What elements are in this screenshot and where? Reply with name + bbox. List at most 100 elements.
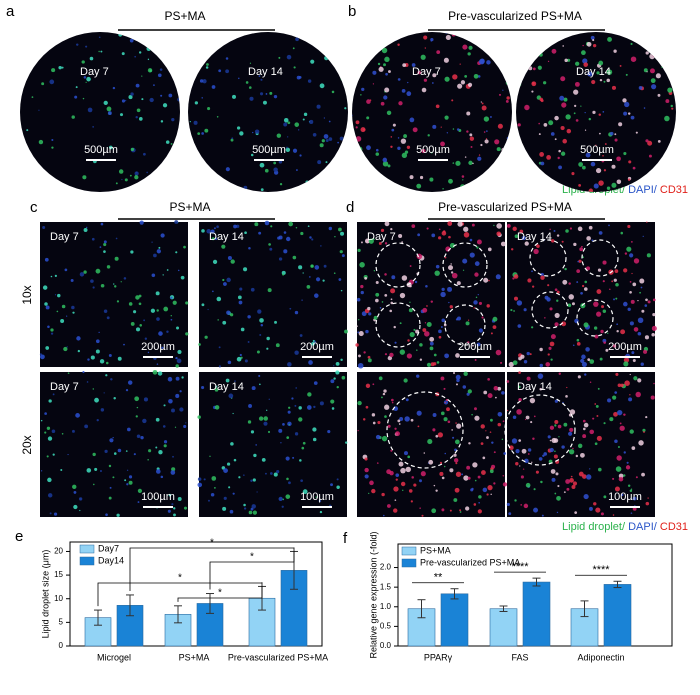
fluorescence-dot — [92, 452, 96, 457]
fluorescence-dot — [316, 104, 321, 109]
fluorescence-dot — [328, 120, 331, 123]
fluorescence-dot — [70, 278, 74, 282]
fluorescence-dot — [646, 179, 649, 182]
fluorescence-dot — [433, 353, 437, 357]
fluorescence-dot — [643, 68, 648, 73]
fluorescence-dot — [438, 236, 442, 240]
fluorescence-dot — [582, 165, 586, 170]
fluorescence-dot — [482, 487, 488, 493]
fluorescence-dot — [439, 471, 444, 476]
fluorescence-dot — [98, 36, 101, 39]
fluorescence-dot — [205, 66, 209, 69]
fluorescence-dot — [432, 73, 437, 78]
fluorescence-dot — [128, 480, 133, 485]
fluorescence-dot — [633, 376, 638, 381]
fluorescence-dot — [486, 436, 489, 439]
fluorescence-dot — [355, 136, 362, 142]
fluorescence-dot — [288, 481, 291, 485]
fluorescence-dot — [454, 487, 460, 493]
image-label: Day 14 — [517, 381, 552, 393]
fluorescence-dot — [653, 382, 655, 385]
fluorescence-dot — [226, 277, 231, 283]
fluorescence-dot — [568, 431, 573, 436]
fluorescence-dot — [577, 226, 583, 232]
fluorescence-dot — [147, 68, 153, 73]
fluorescence-dot — [543, 123, 548, 127]
fluorescence-dot — [530, 35, 536, 41]
fluorescence-dot — [137, 488, 142, 493]
fluorescence-dot — [505, 99, 509, 103]
fluorescence-dot — [64, 268, 68, 272]
fluorescence-dot — [635, 476, 638, 479]
fluorescence-dot — [355, 343, 359, 347]
fluorescence-dot — [467, 341, 470, 344]
fluorescence-dot — [517, 324, 522, 328]
fluorescence-dot — [525, 482, 531, 488]
fluorescence-dot — [391, 275, 396, 280]
fluorescence-dot — [176, 358, 182, 364]
fluorescence-dot — [300, 231, 304, 236]
fluorescence-dot — [594, 403, 597, 405]
fluorescence-dot — [232, 412, 234, 415]
fluorescence-dot — [355, 120, 360, 125]
fluorescence-dot — [478, 301, 483, 306]
error-bar — [499, 605, 508, 612]
fluorescence-dot — [539, 363, 544, 368]
fluorescence-dot — [352, 184, 356, 189]
fluorescence-dot — [378, 242, 382, 245]
fluorescence-dot — [95, 339, 100, 344]
fluorescence-dot — [250, 507, 254, 511]
fluorescence-dot — [223, 282, 227, 286]
legend-text: DAPI/ — [625, 521, 658, 533]
fluorescence-dot — [567, 303, 572, 308]
fluorescence-dot — [452, 436, 455, 439]
fluorescence-dot — [371, 413, 376, 417]
fluorescence-dot — [267, 288, 272, 293]
fluorescence-dot — [107, 111, 112, 116]
fluorescence-dot — [237, 295, 242, 300]
fluorescence-dot — [645, 501, 650, 506]
fluorescence-dot — [497, 411, 503, 417]
fluorescence-dot — [430, 362, 435, 367]
fluorescence-dot — [399, 349, 406, 355]
fluorescence-dot — [590, 161, 596, 167]
fluorescence-dot — [333, 377, 336, 380]
fluorescence-dot — [646, 71, 648, 73]
fluorescence-dot — [223, 468, 228, 473]
fluorescence-dot — [612, 477, 615, 480]
fluorescence-dot — [629, 253, 634, 258]
fluorescence-dot — [481, 316, 484, 319]
fluorescence-dot — [498, 93, 502, 96]
fluorescence-dot — [397, 137, 400, 139]
fluorescence-dot — [630, 299, 635, 304]
fluorescence-dot — [571, 302, 575, 306]
fluorescence-dot — [652, 313, 656, 317]
micrograph-background — [40, 222, 188, 367]
fluorescence-dot — [463, 475, 469, 481]
fluorescence-dot — [138, 117, 143, 121]
fluorescence-dot — [356, 297, 361, 302]
y-tick-label: 1.0 — [380, 602, 392, 611]
fluorescence-dot — [286, 54, 292, 60]
fluorescence-dot — [554, 419, 559, 425]
fluorescence-dot — [603, 422, 606, 425]
fluorescence-dot — [260, 323, 264, 327]
fluorescence-dot — [623, 357, 630, 363]
fluorescence-dot — [516, 57, 518, 60]
fluorescence-dot — [388, 70, 391, 73]
fluorescence-dot — [384, 242, 388, 245]
legend-text: CD31 — [657, 184, 688, 196]
fluorescence-dot — [449, 305, 453, 309]
fluorescence-dot — [311, 341, 315, 346]
fluorescence-dot — [651, 325, 657, 332]
fluorescence-dot — [447, 286, 453, 292]
fluorescence-dot — [315, 496, 318, 498]
fluorescence-dot — [474, 272, 479, 277]
fluorescence-dot — [580, 291, 583, 295]
fluorescence-dot — [179, 390, 182, 393]
fluorescence-dot — [617, 445, 620, 448]
fluorescence-dot — [646, 221, 648, 223]
fluorescence-dot — [595, 507, 601, 513]
fluorescence-dot — [480, 442, 484, 446]
error-bar — [613, 580, 622, 589]
